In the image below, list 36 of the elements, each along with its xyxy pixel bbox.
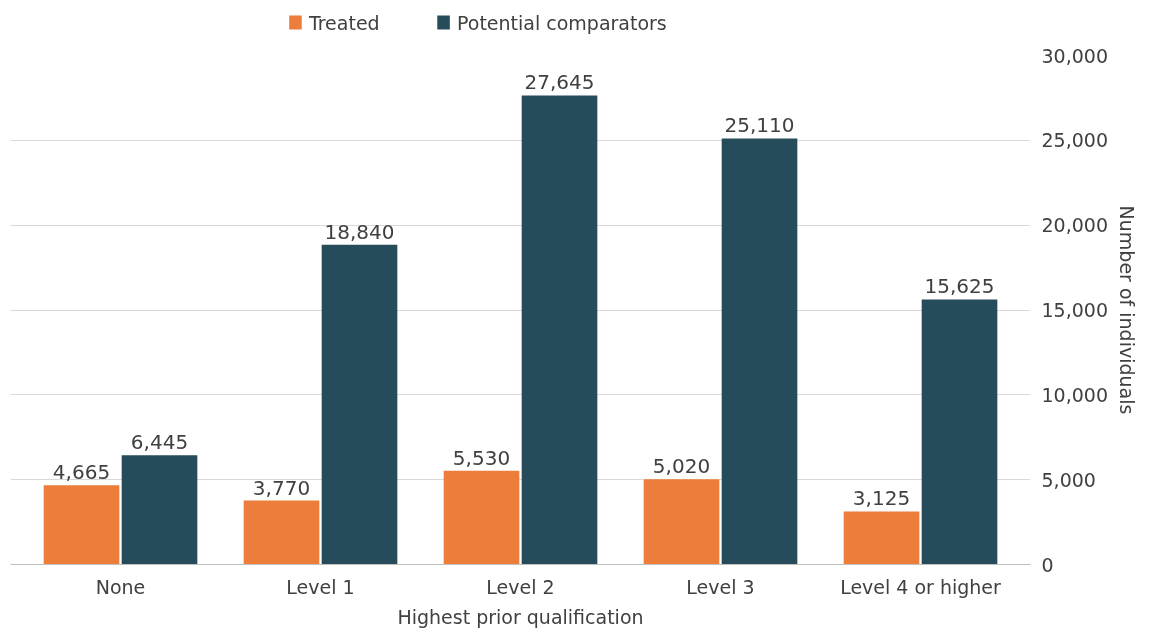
bar <box>721 138 798 565</box>
data-label: 3,125 <box>852 486 911 511</box>
y-tick-label: 20,000 <box>1041 214 1108 237</box>
bar <box>243 500 320 565</box>
x-tick-label: Level 3 <box>686 575 755 598</box>
bar <box>321 244 398 565</box>
x-tick-label: Level 1 <box>286 575 355 598</box>
data-label: 6,445 <box>130 430 189 455</box>
y-tick-label: 15,000 <box>1041 299 1108 321</box>
x-tick-label: Level 2 <box>486 575 555 598</box>
x-axis-title: Highest prior qualification <box>397 605 644 628</box>
x-tick-label: Level 4 or higher <box>840 575 1002 598</box>
bar <box>643 479 720 565</box>
y-tick-label: 10,000 <box>1041 383 1108 406</box>
data-label: 27,645 <box>524 70 595 95</box>
bar <box>843 511 920 565</box>
bar <box>521 95 598 565</box>
legend-label: Treated <box>307 11 380 34</box>
bar <box>443 470 520 565</box>
data-label: 25,110 <box>724 113 795 138</box>
legend-label: Potential comparators <box>456 11 667 34</box>
data-label: 18,840 <box>324 219 395 244</box>
bar <box>121 455 198 565</box>
y-tick-label: 5,000 <box>1041 468 1096 491</box>
y-tick-label: 25,000 <box>1041 129 1108 152</box>
data-label: 5,530 <box>452 445 511 470</box>
x-tick-label: None <box>95 575 146 598</box>
y-tick-label: 0 <box>1041 553 1054 576</box>
y-axis-title: Number of individuals <box>1115 205 1138 415</box>
bar <box>921 299 998 565</box>
data-label: 4,665 <box>52 460 111 485</box>
bar <box>43 485 120 565</box>
data-label: 5,020 <box>652 454 711 479</box>
data-label: 15,625 <box>924 274 995 299</box>
data-label: 3,770 <box>252 475 311 500</box>
y-tick-label: 30,000 <box>1041 44 1108 67</box>
